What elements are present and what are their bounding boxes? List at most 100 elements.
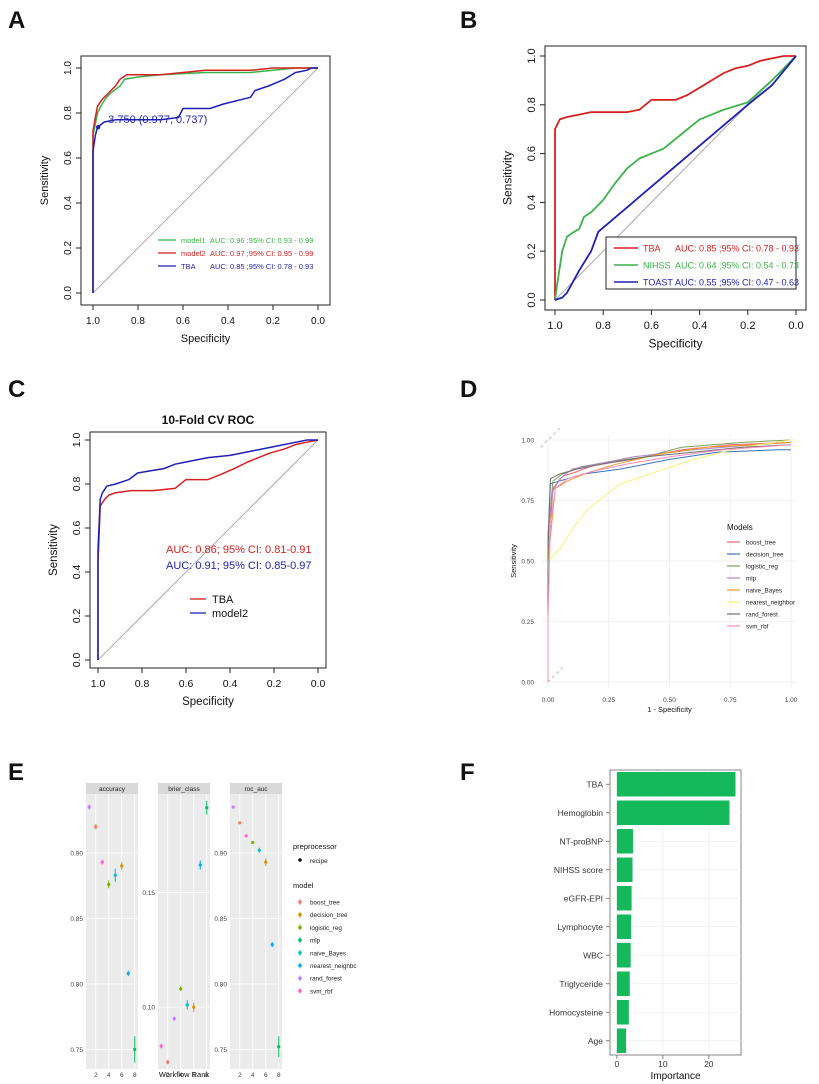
legend-swatch bbox=[298, 925, 302, 930]
legend-label: model2 bbox=[212, 608, 248, 620]
importance-bar bbox=[616, 999, 629, 1025]
category-label: Homocysteine bbox=[549, 1007, 603, 1017]
panel-d-models-roc-chart: 0.00 0.25 0.50 0.75 1.00 0.00 0.25 0.50 0.75 1.00… bbox=[509, 427, 798, 714]
x-tick-label: 0.0 bbox=[311, 678, 326, 690]
facet-strip-label: brier_class bbox=[168, 786, 200, 793]
data-point bbox=[126, 971, 130, 976]
panel-label-b: B bbox=[460, 7, 477, 34]
facet-strip bbox=[86, 783, 138, 794]
facet-panel-background bbox=[230, 794, 282, 1069]
legend-label: model1 bbox=[181, 236, 206, 245]
y-tick-label: 0.75 bbox=[70, 1047, 83, 1054]
roc-curve-model1 bbox=[92, 67, 318, 293]
legend-swatch bbox=[298, 951, 302, 955]
y-tick-label: 1.0 bbox=[63, 61, 74, 75]
category-label: Age bbox=[588, 1036, 603, 1046]
roc-curve-tba bbox=[97, 439, 319, 660]
x-axis-title: 1 - Specificity bbox=[647, 705, 692, 714]
x-tick-label: 1.0 bbox=[547, 320, 562, 332]
y-tick-label: 0.80 bbox=[70, 981, 83, 988]
legend-label: naive_Bayes bbox=[746, 588, 782, 595]
x-tick-label: 0.75 bbox=[724, 697, 737, 704]
x-tick-label: 20 bbox=[704, 1059, 714, 1069]
y-tick-label: 0.4 bbox=[63, 196, 74, 210]
x-tick-label: 0.6 bbox=[644, 320, 659, 332]
y-tick-label: 0.50 bbox=[521, 559, 534, 566]
importance-bar bbox=[616, 1028, 627, 1054]
legend-label: boost_tree bbox=[310, 900, 340, 907]
legend-swatch bbox=[298, 938, 302, 942]
roc-curve-toast bbox=[554, 55, 797, 301]
data-point bbox=[198, 863, 202, 867]
y-tick-label: 0.6 bbox=[63, 151, 74, 165]
panel-a-roc-chart: 1.0 0.8 0.6 0.4 0.2 0.0 Specificity 0.0 0.2 0.4 0.… bbox=[39, 55, 331, 345]
y-tick-label: 0.8 bbox=[71, 477, 83, 492]
x-tick-label: 0.4 bbox=[692, 320, 707, 332]
legend-marker bbox=[298, 858, 302, 862]
data-point bbox=[251, 840, 255, 845]
y-axis-title: Sensitivity bbox=[509, 544, 518, 578]
x-tick-label: 6 bbox=[192, 1072, 196, 1079]
data-point bbox=[179, 987, 183, 991]
x-tick-label: 0.6 bbox=[176, 316, 190, 327]
facet-accuracy: accuracy 0.75 0.80 0.85 0.90 2 4 6 8 bbox=[70, 783, 138, 1079]
legend-label: model2 bbox=[181, 249, 206, 258]
x-tick-label: 2 bbox=[166, 1072, 170, 1079]
facet-roc-auc: roc_auc 0.75 0.80 0.85 0.90 2 4 6 8 bbox=[214, 783, 282, 1079]
importance-bar bbox=[616, 971, 630, 997]
legend-auc: AUC: 0.96 ;95% CI: 0.93 - 0.99 bbox=[210, 236, 313, 245]
legend-auc: AUC: 0.85 ;95% CI: 0.78 - 0.93 bbox=[210, 262, 313, 271]
auc-annotation: AUC: 0.86; 95% CI: 0.81-0.91 bbox=[166, 544, 312, 556]
chart-title: 10-Fold CV ROC bbox=[162, 413, 255, 427]
x-tick-label: 0.2 bbox=[740, 320, 755, 332]
legend-label: TBA bbox=[212, 594, 234, 606]
x-axis-title: Specificity bbox=[648, 336, 702, 350]
y-tick-label: 0.2 bbox=[526, 244, 538, 259]
roc-curve-tba bbox=[554, 55, 796, 300]
y-axis-title: Sensitivity bbox=[48, 524, 60, 576]
legend-label: logistic_reg bbox=[310, 925, 342, 932]
legend-box bbox=[605, 236, 797, 290]
legend-label: mlp bbox=[310, 938, 321, 945]
data-point bbox=[257, 848, 261, 852]
reference-diagonal bbox=[92, 67, 319, 294]
y-tick-label: 0.90 bbox=[214, 850, 227, 857]
legend-label: nearest_neighbc bbox=[310, 963, 357, 970]
legend-label: svm_rbf bbox=[310, 988, 333, 995]
panel-label-d: D bbox=[460, 376, 477, 403]
category-label: Lymphocyte bbox=[557, 922, 603, 932]
legend-label: boost_tree bbox=[746, 540, 776, 547]
data-point bbox=[244, 834, 248, 838]
x-tick-label: 6 bbox=[120, 1072, 124, 1079]
legend-label: naive_Bayes bbox=[310, 950, 346, 957]
y-tick-label: 0.6 bbox=[71, 521, 83, 536]
importance-bar bbox=[616, 914, 632, 940]
x-tick-label: 0.0 bbox=[311, 316, 325, 327]
y-tick-label: 0.2 bbox=[71, 609, 83, 624]
legend-label: NIHSS bbox=[643, 261, 671, 271]
roc-curve-rand-forest bbox=[547, 444, 792, 682]
data-point bbox=[94, 825, 98, 829]
y-tick-label: 0.80 bbox=[214, 981, 227, 988]
legend-auc: AUC: 0.97 ;95% CI: 0.95 - 0.99 bbox=[210, 249, 313, 258]
x-tick-label: 1.00 bbox=[785, 697, 798, 704]
category-label: NT-proBNP bbox=[560, 836, 604, 846]
legend-label: nearest_neighbor bbox=[746, 600, 795, 607]
y-tick-label: 0.75 bbox=[521, 498, 534, 505]
y-tick-label: 0.8 bbox=[63, 106, 74, 120]
data-point bbox=[133, 1047, 137, 1051]
threshold-point bbox=[95, 124, 101, 130]
y-tick-label: 0.2 bbox=[63, 241, 74, 255]
x-tick-label: 0.4 bbox=[223, 678, 238, 690]
y-tick-label: 0.85 bbox=[214, 916, 227, 923]
roc-curve-naive-Bayes bbox=[547, 441, 792, 682]
x-tick-label: 8 bbox=[277, 1072, 281, 1079]
importance-bar bbox=[616, 800, 730, 826]
x-tick-label: 1.0 bbox=[91, 678, 106, 690]
facet-strip-label: accuracy bbox=[99, 786, 126, 793]
x-tick-label: 2 bbox=[94, 1072, 98, 1079]
legend-title-preprocessor: preprocessor bbox=[293, 842, 337, 851]
y-tick-label: 1.00 bbox=[521, 438, 534, 445]
data-point bbox=[270, 942, 274, 947]
y-tick-label: 0.90 bbox=[70, 850, 83, 857]
